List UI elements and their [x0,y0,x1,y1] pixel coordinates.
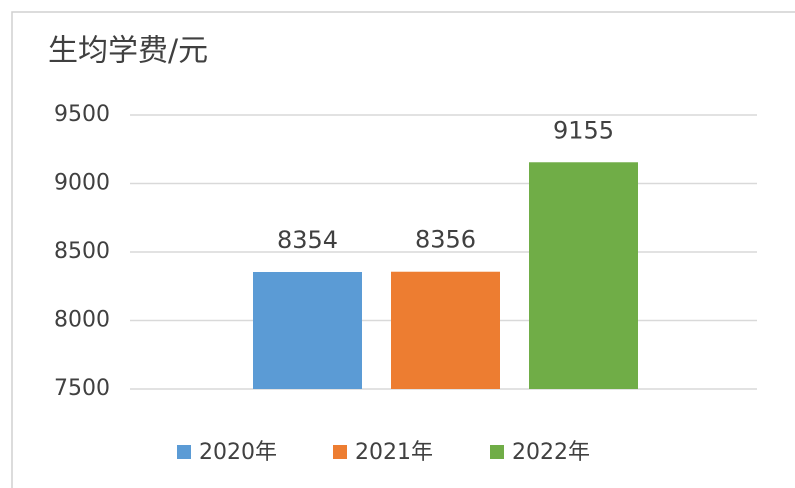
y-tick-label: 9500 [54,102,110,127]
bar [529,162,638,389]
data-label: 9155 [553,116,614,144]
bar [391,271,500,389]
legend-label: 2021年 [355,440,433,465]
data-label: 8356 [415,226,476,254]
legend-swatch [333,445,347,459]
y-tick-label: 8500 [54,239,110,264]
chart-title: 生均学费/元 [48,34,208,69]
bar [253,272,362,389]
legend-swatch [490,445,504,459]
y-tick-label: 9000 [54,171,110,196]
chart-frame [11,11,795,488]
legend-label: 2022年 [512,440,590,465]
legend-swatch [177,445,191,459]
data-label: 8354 [277,226,338,254]
y-tick-label: 7500 [54,376,110,401]
legend-label: 2020年 [199,440,277,465]
y-tick-label: 8000 [54,308,110,333]
